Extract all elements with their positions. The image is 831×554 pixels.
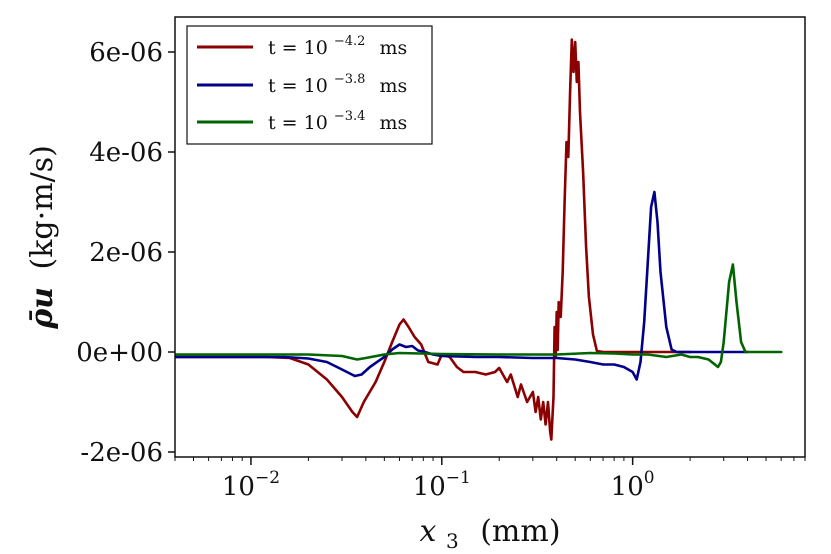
x-tick-base: 10: [222, 472, 255, 502]
x-tick-base: 10: [611, 472, 644, 502]
legend-exp-series-1: −4.2: [334, 34, 366, 49]
series-line-3: [175, 263, 783, 369]
legend-exp-series-3: −3.4: [334, 109, 366, 124]
legend-entry-series-1: t = 10 −4.2 ms: [197, 28, 407, 59]
legend-exp-series-2: −3.8: [334, 72, 366, 87]
legend-lhs-series-3: t = 10: [268, 112, 328, 134]
legend-entry-series-3: t = 10 −3.4 ms: [197, 103, 407, 134]
x-axis-label-unit: (mm): [480, 514, 560, 549]
x-axis-label-var: x: [419, 514, 436, 549]
series-line-1: [175, 38, 692, 441]
x-tick-label: 10−2: [222, 468, 280, 502]
y-tick-label: 4e-06: [89, 138, 163, 168]
series-line-2: [175, 190, 749, 381]
legend-label-series-1: t = 10 −4.2 ms: [268, 28, 407, 59]
x-tick-label: 10−1: [413, 468, 471, 502]
plot-frame: [174, 16, 806, 458]
x-tick-label: 100: [611, 468, 655, 502]
y-tick-label: 6e-06: [89, 38, 163, 68]
legend-label-series-3: t = 10 −3.4 ms: [268, 103, 407, 134]
x-tick-exponent: −2: [255, 468, 280, 488]
y-tick-label: 0e+00: [76, 338, 163, 368]
x-tick-exponent: −1: [446, 468, 471, 488]
y-tick-label: 2e-06: [89, 238, 163, 268]
y-tick-label: -2e-06: [80, 438, 163, 468]
legend-unit-series-3: ms: [379, 112, 407, 134]
legend-lhs-series-1: t = 10: [268, 37, 328, 59]
x-tick-base: 10: [413, 472, 446, 502]
y-axis-label: ρ̄u (kg·m/s): [25, 145, 60, 330]
y-axis-label-var: ρ̄u: [25, 287, 60, 330]
legend-lhs-series-2: t = 10: [268, 75, 328, 97]
x-tick-exponent: 0: [644, 468, 655, 488]
x-axis-label-sub: 3: [446, 529, 459, 553]
series-layer: [175, 38, 783, 441]
legend-label-series-2: t = 10 −3.8 ms: [268, 66, 407, 97]
legend: t = 10 −4.2 ms t = 10 −3.8 ms t = 10 −3.…: [186, 25, 433, 145]
x-axis-label: x 3 (mm): [419, 514, 560, 554]
legend-entry-series-2: t = 10 −3.8 ms: [197, 66, 407, 97]
legend-unit-series-2: ms: [379, 75, 407, 97]
legend-unit-series-1: ms: [379, 37, 407, 59]
y-axis-label-unit: (kg·m/s): [25, 145, 60, 269]
